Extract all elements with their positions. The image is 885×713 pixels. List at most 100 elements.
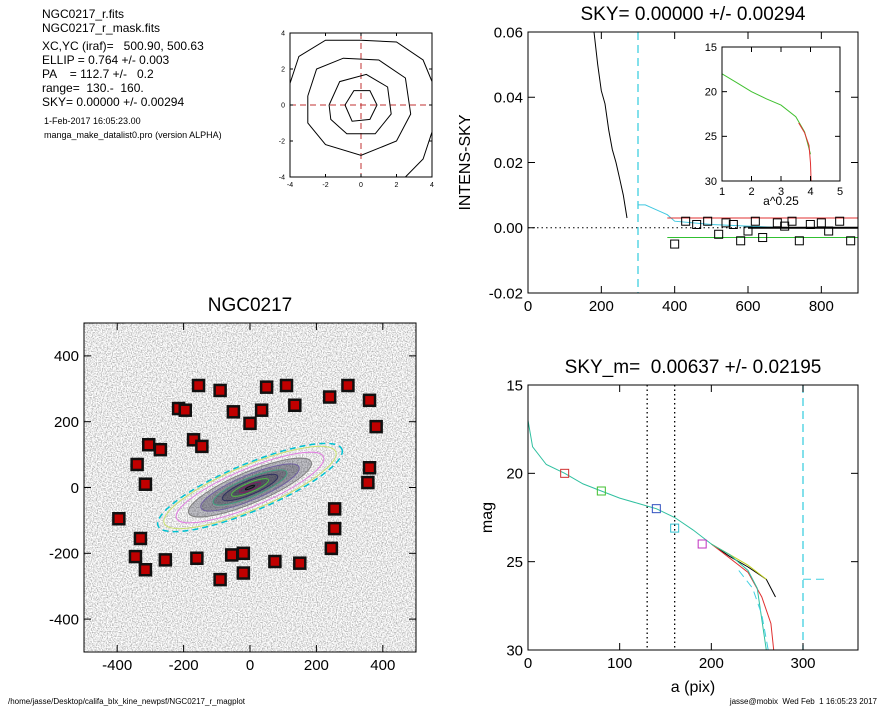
y-tick-label: 20 <box>506 466 523 483</box>
square-marker <box>293 556 307 570</box>
y-tick-label: 0.06 <box>494 24 523 41</box>
isophote <box>175 451 325 524</box>
square-marker <box>324 541 339 556</box>
panel: 0 100 200 300 15 20 25 30 SKY_m= 0.00637 +/- 0.0… <box>479 357 859 696</box>
y-tick-label: 200 <box>54 414 79 431</box>
square-marker <box>268 554 282 569</box>
square-marker <box>651 504 661 514</box>
isophote <box>231 478 269 497</box>
panel: 1 2 3 4 5 15 20 25 30 a^0.25 <box>705 42 843 208</box>
x-tick-label: 200 <box>699 655 724 672</box>
square-marker <box>703 216 713 226</box>
y-tick-label: 4 <box>281 30 285 37</box>
square-marker <box>138 563 153 577</box>
square-marker <box>805 219 815 229</box>
y-tick-label: 15 <box>506 377 523 394</box>
y-tick-label: 30 <box>506 642 523 659</box>
panel-title: NGC0217 <box>208 295 293 316</box>
panel-title: SKY_m= 0.00637 +/- 0.02195 <box>565 357 822 378</box>
x-tick-label: 2 <box>748 186 754 198</box>
y-tick-label: 25 <box>506 554 523 571</box>
x-axis-label: a (pix) <box>671 679 715 696</box>
square-marker <box>743 226 753 236</box>
square-marker <box>721 218 731 228</box>
square-marker <box>213 572 227 587</box>
square-marker <box>736 236 746 246</box>
x-tick-label: 1 <box>719 186 725 198</box>
isophote <box>238 481 262 494</box>
square-marker <box>362 461 377 475</box>
panel: -400 -200 0 200 400 -400 -200 0 200 400 NGC0217 <box>49 295 417 674</box>
plot-area <box>722 73 812 181</box>
y-tick-label: 25 <box>705 131 717 143</box>
panel: -4 -2 0 2 4 -4 -2 0 2 4 <box>279 30 434 189</box>
y-tick-label: -2 <box>279 138 285 145</box>
square-marker <box>112 512 126 526</box>
square-marker <box>327 502 342 516</box>
y-tick-label: -400 <box>49 611 79 628</box>
square-marker <box>259 380 274 394</box>
x-tick-label: 400 <box>662 298 687 315</box>
x-tick-label: 0 <box>359 182 363 189</box>
header-line: manga_make_datalist0.pro (version ALPHA) <box>44 130 222 140</box>
y-tick-label: 400 <box>54 348 79 365</box>
square-marker <box>750 216 760 226</box>
profile-line <box>711 543 776 598</box>
x-tick-label: 800 <box>809 298 834 315</box>
profile-line <box>722 73 811 155</box>
square-marker <box>670 523 680 533</box>
footer-stamp: jasse@mobix Wed Feb 1 16:05:23 2017 <box>729 697 878 706</box>
square-marker <box>772 218 782 228</box>
square-marker <box>279 378 294 393</box>
x-tick-label: -400 <box>102 657 132 674</box>
isophote <box>212 469 288 506</box>
x-tick-label: 100 <box>607 655 632 672</box>
y-tick-label: 0 <box>281 102 285 109</box>
header-line: PA = 112.7 +/- 0.2 <box>42 67 154 81</box>
y-tick-label: 15 <box>705 42 717 54</box>
profile-line <box>798 122 812 181</box>
x-tick-label: 4 <box>430 182 434 189</box>
square-marker <box>153 442 168 457</box>
square-marker <box>780 221 790 231</box>
y-tick-label: 2 <box>281 66 285 73</box>
x-tick-label: 3 <box>778 186 784 198</box>
x-tick-label: 0 <box>524 298 532 315</box>
panel: 0 200 400 600 800 -0.02 0.00 0.02 0.04 0.06 SKY= 0… <box>457 4 859 315</box>
isophote <box>221 473 279 502</box>
isophote <box>200 463 300 512</box>
header-line: ELLIP = 0.764 +/- 0.003 <box>42 53 170 67</box>
y-tick-label: 0 <box>71 480 79 497</box>
profile-line <box>738 570 769 650</box>
y-tick-label: 0.00 <box>494 220 523 237</box>
x-tick-label: 600 <box>735 298 760 315</box>
profile-line <box>290 39 432 84</box>
square-marker <box>681 216 691 226</box>
x-tick-label: 5 <box>837 186 843 198</box>
y-tick-label: -200 <box>49 546 79 563</box>
isophote <box>163 445 337 530</box>
square-marker <box>178 403 193 417</box>
square-marker <box>195 439 209 454</box>
footer-path: /home/jasse/Desktop/califa_blx_kine_newp… <box>8 697 246 706</box>
square-marker <box>758 233 768 243</box>
x-tick-label: -4 <box>287 182 293 189</box>
isophote <box>156 442 344 533</box>
axes-frame <box>527 384 859 651</box>
square-marker <box>158 553 173 567</box>
header-line: range= 130.- 160. <box>42 81 144 95</box>
profile-line <box>405 131 432 177</box>
header-line: NGC0217_r.fits <box>42 7 124 21</box>
header-line: NGC0217_r_mask.fits <box>42 21 160 35</box>
square-marker <box>133 531 148 546</box>
square-marker <box>361 475 375 490</box>
square-marker <box>560 468 570 478</box>
x-tick-label: 0 <box>524 655 532 672</box>
profile-line <box>307 57 412 156</box>
x-tick-label: 400 <box>370 657 395 674</box>
x-tick-label: 200 <box>304 657 329 674</box>
square-marker <box>130 457 144 472</box>
square-marker <box>362 393 377 408</box>
square-marker <box>254 403 269 417</box>
